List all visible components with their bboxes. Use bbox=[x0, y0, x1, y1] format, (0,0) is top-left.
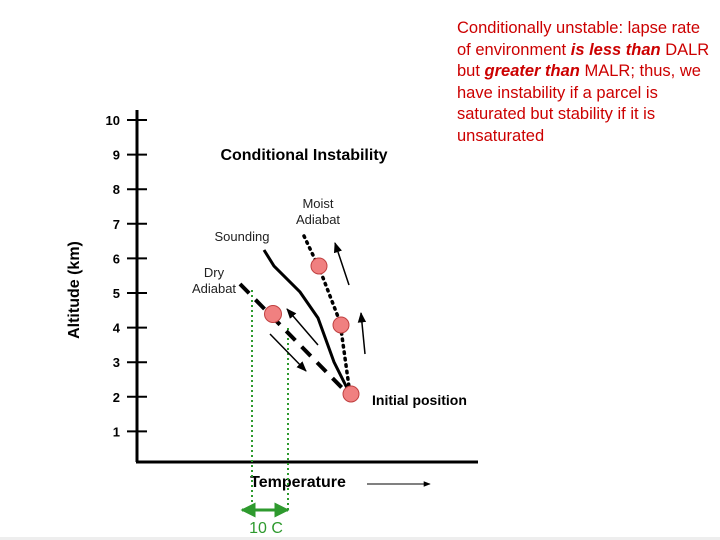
note-text: DALR but bbox=[457, 40, 710, 81]
slide-footer-divider bbox=[0, 537, 720, 540]
parcel bbox=[310, 257, 328, 275]
interval-label: 10 C bbox=[249, 520, 283, 537]
x-axis-label: Temperature bbox=[250, 474, 346, 491]
y-tick-label: 7 bbox=[113, 217, 120, 232]
parcels bbox=[264, 257, 360, 403]
guide-lines bbox=[240, 290, 290, 518]
initial-position-label: Initial position bbox=[372, 392, 467, 408]
moist-adiabat-line bbox=[302, 234, 352, 396]
note-text: MALR; thus, we have instability if a par… bbox=[457, 62, 701, 145]
y-tick-label: 10 bbox=[106, 113, 120, 128]
parcel bbox=[332, 316, 350, 334]
note-emphasis: is less than bbox=[570, 40, 661, 59]
y-tick-label: 2 bbox=[113, 390, 120, 405]
y-axis-label: Altitude (km) bbox=[66, 241, 83, 339]
diagram-title: Conditional Instability bbox=[220, 147, 387, 164]
y-tick-label: 4 bbox=[113, 321, 121, 336]
motion-arrows bbox=[269, 242, 367, 372]
parcel bbox=[264, 305, 282, 323]
y-tick-label: 8 bbox=[113, 182, 120, 197]
moist-adiabat-label: Moist bbox=[302, 196, 333, 211]
sounding-line bbox=[262, 249, 352, 395]
dry-adiabat-label: Dry bbox=[204, 265, 225, 280]
dry-adiabat-label: Adiabat bbox=[192, 281, 236, 296]
y-tick-label: 9 bbox=[113, 148, 120, 163]
explanation-note: Conditionally unstable: lapse rate of en… bbox=[457, 18, 712, 147]
y-tick-label: 1 bbox=[113, 424, 120, 439]
axes: 10 9 8 7 6 5 4 3 2 1 bbox=[106, 110, 478, 464]
dry-adiabat-line bbox=[238, 282, 352, 398]
sounding-label: Sounding bbox=[215, 229, 270, 244]
y-tick-label: 6 bbox=[113, 251, 120, 266]
note-text: Conditionally unstable: lapse rate of en… bbox=[457, 19, 701, 59]
note-emphasis: greater than bbox=[484, 62, 580, 80]
y-tick-label: 3 bbox=[113, 355, 120, 370]
y-tick-label: 5 bbox=[113, 286, 120, 301]
moist-adiabat-label: Adiabat bbox=[296, 212, 340, 227]
parcel bbox=[342, 385, 360, 403]
